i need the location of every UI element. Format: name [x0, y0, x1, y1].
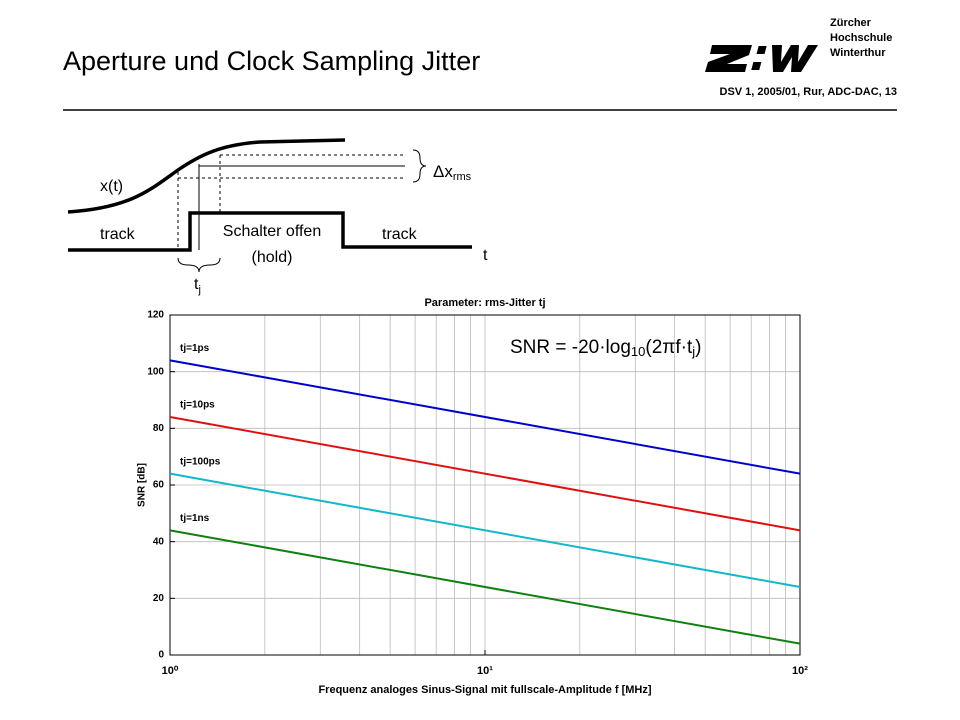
- formula-part: SNR = -20·log: [510, 337, 631, 358]
- series-line: [169, 529, 801, 645]
- delta-label: Δxrms: [433, 162, 472, 182]
- jitter: t: [194, 276, 199, 293]
- plot-frame: [169, 314, 801, 656]
- logo: [705, 45, 818, 72]
- y-tick-label: 40: [153, 536, 165, 547]
- y-axis-label: SNR [dB]: [137, 463, 148, 507]
- formula: SNR = -20·log10(2πf·tj): [510, 337, 702, 359]
- diagram-label: x(t): [100, 178, 123, 195]
- series-label: tj=1ps: [180, 343, 210, 354]
- jitter-sub: j: [197, 284, 200, 296]
- series-label: tj=10ps: [180, 400, 215, 411]
- diagram-label: (hold): [252, 249, 293, 266]
- diagram-label: track: [382, 226, 418, 243]
- chart: 0 20 40 60 80 100 120 10⁰ 10¹ 10² tj=1ps tj=10ps tj=…: [137, 297, 809, 696]
- signal-curve: [67, 138, 346, 214]
- formula-part: (2πf·t: [645, 337, 693, 358]
- switch-signal: [68, 211, 472, 252]
- brace: [177, 257, 221, 273]
- series-line: [169, 359, 801, 475]
- y-tick-label: 100: [147, 366, 164, 377]
- brace: [412, 149, 427, 183]
- footer: DSV 1, 2005/01, Rur, ADC-DAC, 13: [720, 86, 898, 98]
- y-tick-label: 80: [153, 423, 165, 434]
- institution-line: Winterthur: [830, 47, 886, 59]
- slide-title: Aperture und Clock Sampling Jitter: [63, 46, 480, 76]
- series-line: [169, 416, 801, 532]
- series-label: tj=100ps: [180, 456, 221, 467]
- y-tick-label: 120: [147, 310, 164, 321]
- x-tick-label: 10⁰: [162, 665, 179, 677]
- formula-part: ): [695, 337, 701, 358]
- y-tick-label: 0: [158, 650, 164, 661]
- diagram-label: Schalter offen: [223, 223, 321, 240]
- formula-sub: j: [691, 344, 695, 359]
- series-label: tj=1ns: [180, 513, 210, 524]
- x-tick-label: 10¹: [477, 665, 493, 677]
- formula-sub: 10: [631, 344, 645, 359]
- series-line: [169, 472, 801, 588]
- institution-line: Hochschule: [830, 32, 892, 44]
- sampling-diagram: [67, 138, 472, 273]
- y-tick-label: 20: [153, 593, 165, 604]
- diagram-label: t: [483, 247, 488, 264]
- y-tick-label: 60: [153, 480, 165, 491]
- diagram-label: track: [100, 226, 136, 243]
- delta: Δx: [433, 162, 453, 181]
- x-axis-label: Frequenz analoges Sinus-Signal mit fulls…: [318, 684, 651, 696]
- institution-line: Zürcher: [830, 17, 872, 29]
- jitter-label: tj: [194, 276, 201, 296]
- delta-sub: rms: [453, 171, 472, 183]
- x-tick-label: 10²: [792, 665, 808, 677]
- chart-title: Parameter: rms-Jitter tj: [424, 297, 545, 309]
